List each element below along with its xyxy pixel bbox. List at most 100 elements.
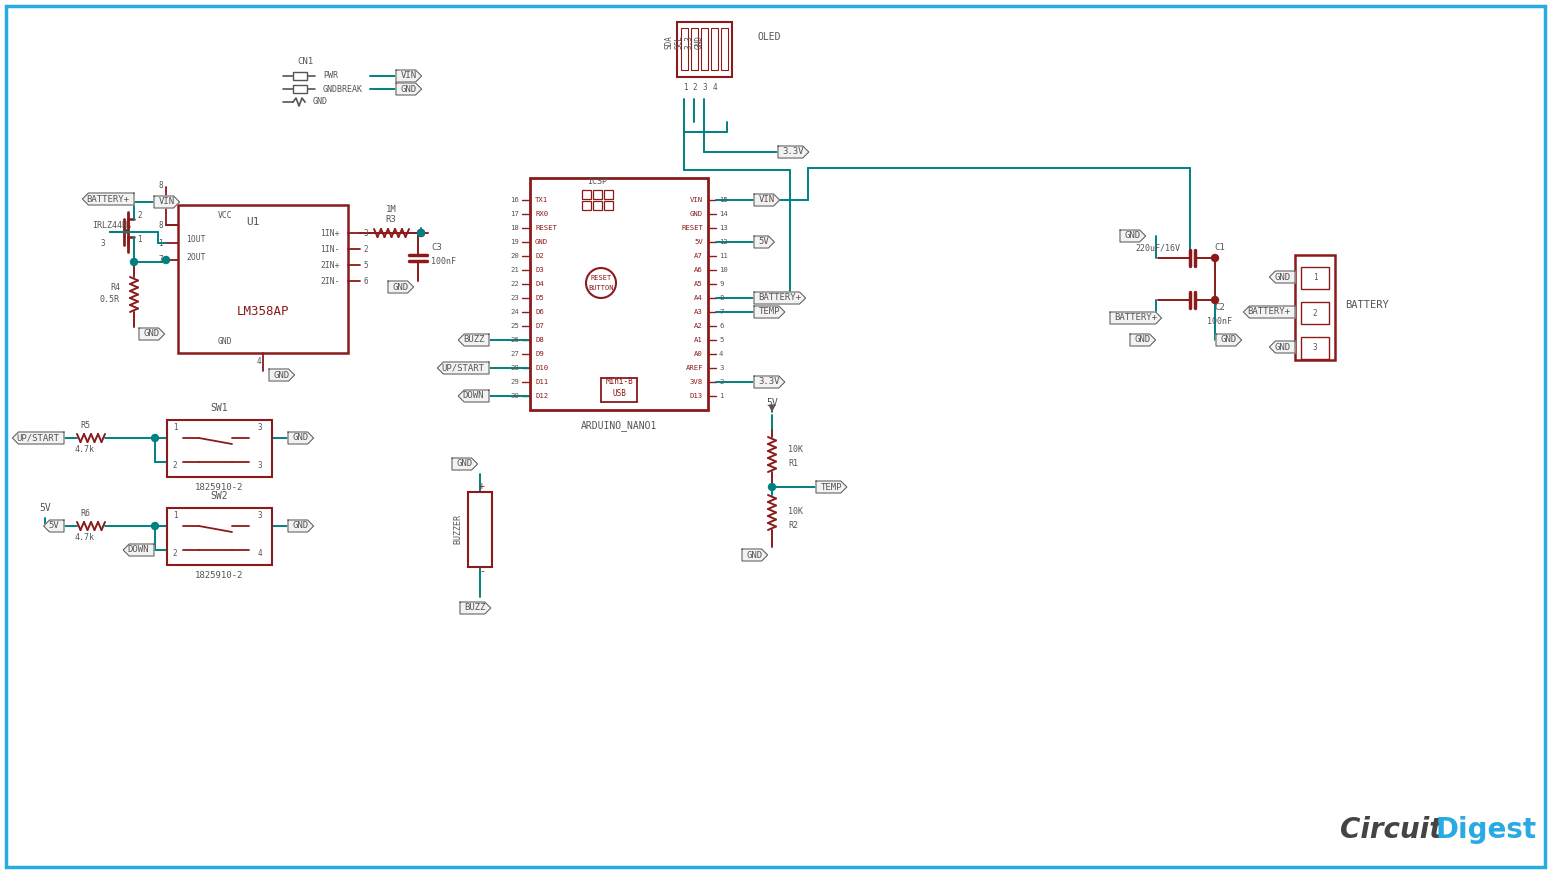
- Bar: [676, 22, 732, 77]
- Text: A0: A0: [695, 351, 703, 357]
- Circle shape: [163, 257, 169, 264]
- Text: TEMP: TEMP: [820, 483, 842, 491]
- Polygon shape: [754, 306, 785, 318]
- Circle shape: [417, 230, 425, 237]
- Text: GND: GND: [293, 434, 309, 443]
- Text: 12: 12: [720, 239, 727, 245]
- Text: DOWN: DOWN: [462, 391, 484, 401]
- Text: C3: C3: [431, 243, 442, 251]
- Text: Circuit: Circuit: [1340, 816, 1442, 844]
- Text: 1825910-2: 1825910-2: [195, 484, 244, 492]
- Text: Mini-B: Mini-B: [605, 377, 633, 387]
- Bar: [710, 28, 718, 70]
- Bar: [603, 201, 613, 210]
- Polygon shape: [396, 70, 422, 82]
- Text: 5: 5: [720, 337, 723, 343]
- Text: R5: R5: [81, 422, 90, 430]
- Text: C1: C1: [1214, 244, 1225, 252]
- Text: 3.3: 3.3: [684, 35, 693, 49]
- Text: VIN: VIN: [758, 196, 776, 204]
- Bar: [178, 205, 347, 353]
- Text: D9: D9: [535, 351, 544, 357]
- Text: 6: 6: [720, 323, 723, 329]
- Text: 4.7k: 4.7k: [74, 533, 95, 542]
- Text: D3: D3: [535, 267, 544, 273]
- Text: BATTERY+: BATTERY+: [1114, 313, 1157, 322]
- Text: 2: 2: [363, 244, 368, 253]
- Text: VIN: VIN: [400, 72, 417, 80]
- Text: 3.3V: 3.3V: [783, 148, 803, 156]
- Text: BUTTON: BUTTON: [588, 285, 614, 291]
- Text: SCL: SCL: [675, 35, 684, 49]
- Text: 25: 25: [510, 323, 520, 329]
- Text: 2OUT: 2OUT: [186, 252, 205, 262]
- Text: 1: 1: [172, 512, 177, 520]
- Text: 2IN-: 2IN-: [321, 277, 340, 285]
- Text: USB: USB: [613, 389, 627, 398]
- Text: R4: R4: [110, 283, 119, 292]
- Polygon shape: [754, 376, 785, 388]
- Polygon shape: [288, 520, 313, 532]
- Polygon shape: [779, 146, 808, 158]
- Text: 2: 2: [172, 460, 177, 470]
- Text: 11: 11: [720, 253, 727, 259]
- Circle shape: [768, 484, 776, 491]
- Bar: [530, 178, 707, 410]
- Text: A5: A5: [695, 281, 703, 287]
- Text: 1: 1: [172, 423, 177, 432]
- Text: UP/START: UP/START: [442, 363, 485, 373]
- Polygon shape: [43, 520, 64, 532]
- Circle shape: [1211, 255, 1219, 262]
- Circle shape: [586, 268, 616, 298]
- Text: D12: D12: [535, 393, 548, 399]
- Text: 4: 4: [256, 356, 261, 366]
- Bar: [1301, 302, 1329, 324]
- Text: GND: GND: [1221, 335, 1236, 345]
- Text: 1IN-: 1IN-: [321, 244, 340, 253]
- Polygon shape: [754, 292, 805, 304]
- Text: AREF: AREF: [686, 365, 703, 371]
- Text: 1OUT: 1OUT: [186, 236, 205, 244]
- Polygon shape: [1131, 334, 1155, 346]
- Text: 4.7k: 4.7k: [74, 445, 95, 455]
- Text: D2: D2: [535, 253, 544, 259]
- Text: 8: 8: [158, 221, 163, 230]
- Polygon shape: [754, 236, 774, 248]
- Text: 3: 3: [257, 460, 262, 470]
- Bar: [582, 190, 591, 199]
- Text: 19: 19: [510, 239, 520, 245]
- Polygon shape: [1216, 334, 1242, 346]
- Text: UP/START: UP/START: [17, 434, 59, 443]
- Text: VCC: VCC: [219, 210, 233, 219]
- Polygon shape: [123, 544, 154, 556]
- Text: 14: 14: [720, 211, 727, 217]
- Text: LM358AP: LM358AP: [237, 305, 288, 318]
- Text: 10K: 10K: [788, 445, 803, 455]
- Text: RESET: RESET: [681, 225, 703, 231]
- Text: GND: GND: [273, 370, 290, 380]
- Text: GND: GND: [293, 521, 309, 531]
- Text: 1M: 1M: [386, 204, 397, 214]
- Text: BATTERY: BATTERY: [1345, 300, 1388, 310]
- Text: 30: 30: [510, 393, 520, 399]
- Text: 2: 2: [136, 210, 141, 219]
- Text: R3: R3: [386, 215, 397, 223]
- Text: GND: GND: [1124, 231, 1142, 240]
- Text: D10: D10: [535, 365, 548, 371]
- Text: BUZZ: BUZZ: [462, 335, 484, 345]
- Bar: [592, 201, 602, 210]
- Circle shape: [152, 435, 158, 442]
- Bar: [293, 72, 307, 80]
- Text: 28: 28: [510, 365, 520, 371]
- Text: 22: 22: [510, 281, 520, 287]
- Bar: [592, 190, 602, 199]
- Polygon shape: [388, 281, 414, 293]
- Text: A4: A4: [695, 295, 703, 301]
- Text: 20: 20: [510, 253, 520, 259]
- Text: 2: 2: [1312, 308, 1317, 318]
- Text: D6: D6: [535, 309, 544, 315]
- Text: 100nF: 100nF: [431, 257, 456, 265]
- Text: TEMP: TEMP: [758, 307, 780, 317]
- Text: 15: 15: [720, 197, 727, 203]
- Text: A1: A1: [695, 337, 703, 343]
